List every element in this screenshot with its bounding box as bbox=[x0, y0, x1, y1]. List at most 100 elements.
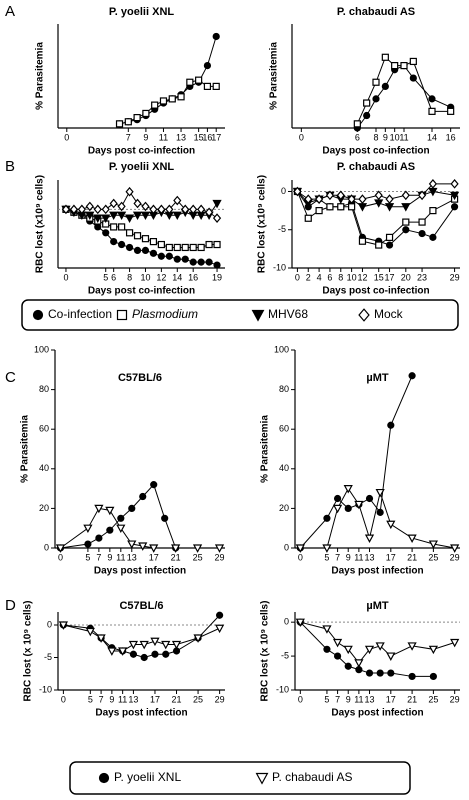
marker bbox=[387, 669, 395, 677]
x-tick-label: 9 bbox=[143, 132, 148, 142]
marker bbox=[118, 647, 128, 656]
chart-title: P. yoelii XNL bbox=[109, 6, 174, 18]
marker bbox=[332, 638, 343, 648]
marker bbox=[343, 485, 353, 494]
series-line bbox=[299, 621, 434, 677]
x-tick-label: 14 bbox=[427, 132, 437, 142]
marker bbox=[93, 214, 103, 223]
marker bbox=[450, 203, 459, 211]
x-tick-label: 11 bbox=[399, 132, 408, 142]
marker bbox=[151, 650, 159, 658]
y-tick-label: 80 bbox=[39, 384, 49, 394]
marker bbox=[150, 481, 158, 489]
x-tick-label: 0 bbox=[58, 552, 63, 562]
marker bbox=[354, 659, 364, 668]
x-tick-label: 13 bbox=[176, 132, 186, 142]
y-axis-label: RBC lost (x10⁹ cells) bbox=[35, 175, 46, 273]
x-tick-label: 5 bbox=[103, 272, 108, 282]
marker bbox=[110, 238, 118, 246]
x-tick-label: 9 bbox=[346, 552, 351, 562]
legend-label: MHV68 bbox=[268, 307, 308, 321]
marker bbox=[212, 213, 222, 223]
marker bbox=[428, 107, 436, 115]
marker bbox=[181, 243, 189, 252]
marker bbox=[450, 178, 459, 189]
x-tick-label: 11 bbox=[159, 132, 168, 142]
marker bbox=[141, 201, 150, 212]
marker bbox=[216, 611, 224, 619]
legend-marker bbox=[255, 772, 269, 785]
y-tick-label: 0 bbox=[44, 542, 49, 552]
marker bbox=[386, 652, 396, 661]
marker bbox=[157, 204, 166, 215]
marker bbox=[139, 492, 147, 501]
marker bbox=[376, 669, 384, 677]
x-axis-label: Days post infection bbox=[331, 708, 423, 719]
x-tick-label: 0 bbox=[63, 272, 68, 282]
marker bbox=[385, 194, 394, 204]
marker bbox=[385, 233, 394, 241]
x-tick-label: 13 bbox=[365, 694, 375, 704]
y-tick-label: 100 bbox=[34, 344, 49, 354]
marker bbox=[407, 534, 417, 543]
marker bbox=[83, 524, 93, 534]
x-tick-label: 17 bbox=[385, 272, 395, 282]
marker bbox=[117, 201, 126, 212]
x-tick-label: 20 bbox=[401, 272, 411, 282]
marker bbox=[429, 672, 437, 681]
marker bbox=[133, 232, 142, 240]
marker bbox=[138, 542, 148, 551]
x-tick-label: 11 bbox=[354, 694, 363, 704]
series-line bbox=[60, 507, 220, 549]
marker bbox=[343, 645, 353, 655]
x-tick-label: 5 bbox=[324, 694, 329, 704]
x-tick-label: 9 bbox=[109, 694, 114, 704]
chart-title: µMT bbox=[366, 600, 389, 612]
marker bbox=[101, 204, 110, 215]
marker bbox=[213, 261, 221, 269]
x-tick-label: 9 bbox=[107, 552, 112, 562]
marker bbox=[387, 421, 395, 429]
marker bbox=[157, 240, 165, 249]
x-tick-label: 0 bbox=[61, 694, 66, 704]
x-tick-label: 12 bbox=[156, 272, 166, 282]
marker bbox=[315, 194, 324, 204]
marker bbox=[96, 634, 106, 643]
marker bbox=[171, 544, 181, 553]
marker bbox=[192, 544, 203, 553]
legend-marker bbox=[358, 308, 370, 322]
marker bbox=[149, 544, 159, 553]
x-tick-label: 17 bbox=[150, 694, 160, 704]
marker bbox=[149, 249, 158, 257]
marker bbox=[304, 214, 312, 222]
y-tick-label: -5 bbox=[44, 652, 52, 662]
marker bbox=[116, 524, 126, 534]
x-axis-label: Days post infection bbox=[331, 566, 423, 577]
x-tick-label: 8 bbox=[127, 272, 132, 282]
y-axis-label: RBC lost (x 10⁹ cells) bbox=[260, 601, 271, 702]
panel-label: A bbox=[5, 3, 15, 20]
marker bbox=[125, 186, 134, 197]
y-tick-label: 40 bbox=[279, 463, 289, 473]
x-tick-label: 7 bbox=[335, 552, 340, 562]
y-tick-label: 0 bbox=[47, 619, 52, 629]
marker bbox=[124, 214, 135, 223]
chart-title: µMT bbox=[366, 372, 389, 384]
marker bbox=[127, 540, 137, 549]
y-tick-label: 20 bbox=[279, 503, 289, 513]
marker bbox=[402, 226, 410, 234]
marker bbox=[189, 204, 198, 215]
marker bbox=[353, 120, 361, 128]
marker bbox=[102, 229, 110, 237]
x-tick-label: 8 bbox=[338, 272, 343, 282]
x-tick-label: 17 bbox=[386, 694, 396, 704]
x-tick-label: 6 bbox=[111, 272, 116, 282]
marker bbox=[84, 540, 92, 548]
x-tick-label: 21 bbox=[407, 552, 417, 562]
marker bbox=[172, 211, 182, 221]
marker bbox=[365, 669, 374, 677]
marker bbox=[109, 198, 118, 209]
marker bbox=[205, 207, 214, 218]
x-tick-label: 9 bbox=[383, 132, 388, 142]
x-tick-label: 17 bbox=[149, 552, 159, 562]
